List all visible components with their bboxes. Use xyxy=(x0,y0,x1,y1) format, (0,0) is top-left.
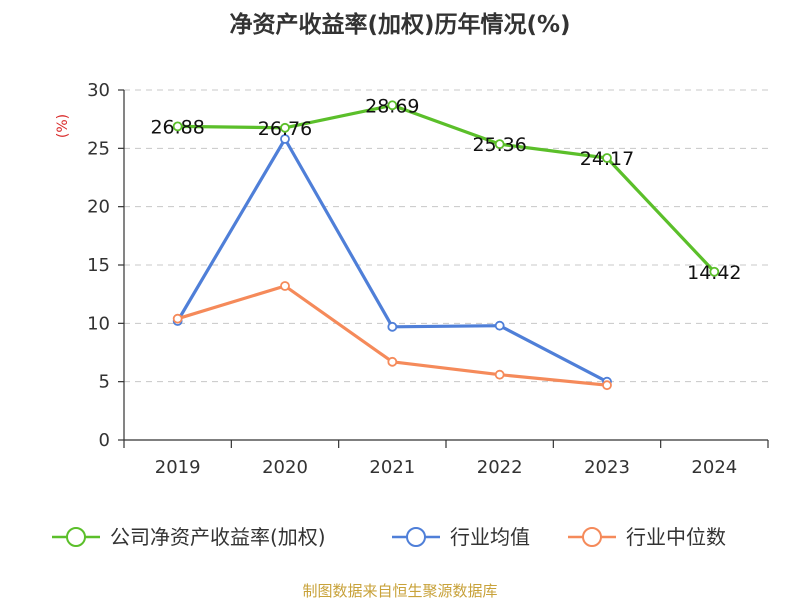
data-point-s2-2022[interactable] xyxy=(494,369,505,380)
data-point-s1-2020[interactable] xyxy=(280,134,290,144)
data-point-s0-2024[interactable] xyxy=(709,266,720,277)
source-note: 制图数据来自恒生聚源数据库 xyxy=(302,582,497,600)
x-tick-label-2024: 2024 xyxy=(691,457,737,478)
data-label-2024: 14.42 xyxy=(687,262,741,284)
y-axis-label: (%) xyxy=(55,114,71,138)
data-point-s0-2023[interactable] xyxy=(602,153,612,163)
data-label-2023: 24.17 xyxy=(580,148,634,170)
data-point-s2-2021[interactable] xyxy=(387,356,398,367)
series-group xyxy=(172,100,720,391)
x-tick-label-2021: 2021 xyxy=(369,457,415,478)
data-point-s0-2019[interactable] xyxy=(172,121,183,132)
series-line-1 xyxy=(176,137,608,384)
x-tick-label-2023: 2023 xyxy=(584,457,630,478)
legend-label: 公司净资产收益率(加权) xyxy=(110,525,326,549)
x-tick-label-2019: 2019 xyxy=(155,457,201,478)
x-tick-label-2022: 2022 xyxy=(477,457,523,478)
data-point-s2-2019[interactable] xyxy=(172,313,183,324)
legend-label: 行业中位数 xyxy=(626,525,726,549)
series-line-2 xyxy=(177,284,608,387)
legend-swatch-marker xyxy=(582,527,602,547)
data-point-s0-2020[interactable] xyxy=(280,122,290,133)
data-point-s2-2023[interactable] xyxy=(602,380,612,391)
chart-title: 净资产收益率(加权)历年情况(%) xyxy=(229,11,570,38)
data-label-2020: 26.76 xyxy=(258,118,312,140)
data-label-2021: 28.69 xyxy=(365,95,419,117)
legend-item-1[interactable]: 行业均值 xyxy=(392,525,530,549)
y-tick-label-25: 25 xyxy=(87,138,110,159)
legend-swatch-marker xyxy=(66,527,86,547)
y-tick-label-10: 10 xyxy=(87,313,110,334)
data-point-s1-2022[interactable] xyxy=(494,320,505,331)
legend[interactable]: 公司净资产收益率(加权) 行业均值 行业中位数 xyxy=(52,525,726,549)
legend-label: 行业均值 xyxy=(450,525,530,549)
legend-item-0[interactable]: 公司净资产收益率(加权) xyxy=(52,525,326,549)
data-point-s2-2020[interactable] xyxy=(280,281,290,291)
data-label-2019: 26.88 xyxy=(150,116,204,138)
y-tick-label-30: 30 xyxy=(87,80,110,101)
data-point-s0-2022[interactable] xyxy=(494,139,505,150)
legend-swatch-marker xyxy=(406,527,426,547)
x-tick-label-2020: 2020 xyxy=(262,457,308,478)
legend-item-2[interactable]: 行业中位数 xyxy=(568,525,726,549)
data-point-s1-2021[interactable] xyxy=(387,321,398,332)
y-tick-label-20: 20 xyxy=(87,197,110,218)
grid xyxy=(124,89,768,383)
x-ticks: 2019 2020 2021 2022 2023 2024 xyxy=(123,440,769,478)
data-labels: 26.88 26.76 28.69 25.36 24.17 14.42 xyxy=(150,95,741,283)
y-ticks: 0 5 10 15 20 25 30 xyxy=(87,80,124,451)
data-label-2022: 25.36 xyxy=(472,134,526,156)
y-tick-label-15: 15 xyxy=(87,255,110,276)
y-tick-label-5: 5 xyxy=(99,372,110,393)
series-line-0 xyxy=(177,103,716,273)
y-tick-label-0: 0 xyxy=(99,430,110,451)
data-point-s0-2021[interactable] xyxy=(387,100,398,111)
